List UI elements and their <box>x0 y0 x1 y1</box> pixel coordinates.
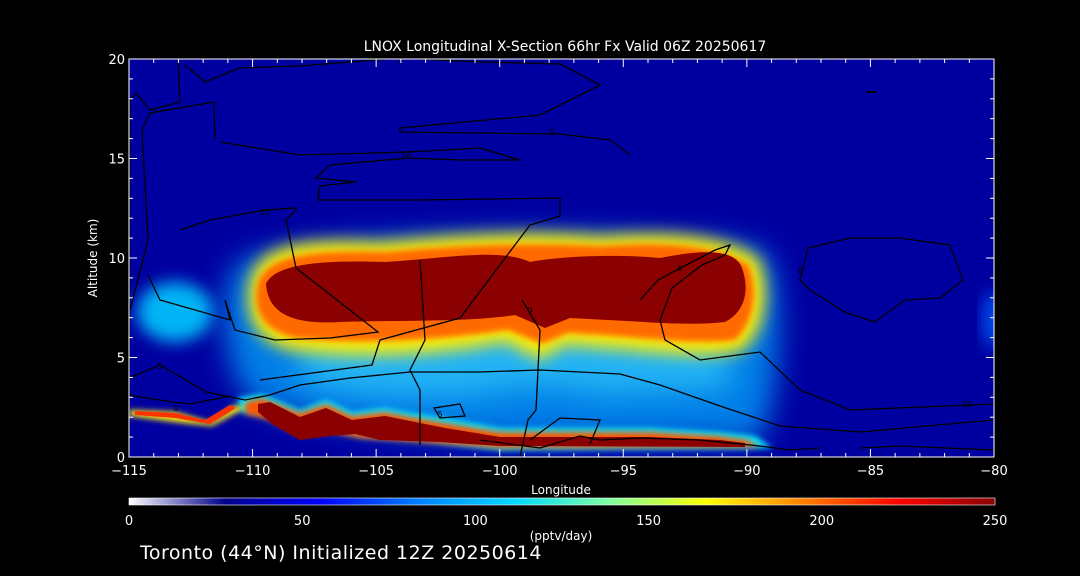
contour-label: 5 <box>549 128 554 137</box>
contour-line <box>529 417 601 445</box>
contour-label: 5 <box>437 410 442 419</box>
contour-label: 0 <box>797 266 802 275</box>
x-tick-label: −115 <box>111 464 147 479</box>
x-tick-label: −95 <box>610 464 637 479</box>
x-tick-label: −100 <box>482 464 518 479</box>
x-tick-label: −110 <box>235 464 271 479</box>
contour-line <box>519 299 541 457</box>
colorbar-ticks: 0 50 100 150 200 250 <box>125 514 1008 529</box>
contour-label: 10 <box>401 150 411 159</box>
contour-line <box>129 101 216 311</box>
heatmap-west-patch <box>137 282 213 342</box>
contour-line <box>432 403 466 419</box>
contour-line <box>799 237 964 323</box>
contour-label: 0 <box>173 404 178 413</box>
y-tick-label: 10 <box>108 252 125 267</box>
contour-label: 5 <box>677 264 682 273</box>
surface-band-core <box>258 402 745 447</box>
contour-line <box>129 364 994 433</box>
x-tick-label: −85 <box>857 464 884 479</box>
contour-line <box>184 59 631 156</box>
y-axis-label: Altitude (km) <box>86 219 100 298</box>
contour-label: 15 <box>260 208 270 217</box>
contour-lines <box>129 59 994 457</box>
colorbar-tick-label: 250 <box>983 514 1008 529</box>
contour-line <box>859 445 994 451</box>
colorbar-tick-label: 0 <box>125 514 133 529</box>
upper-band-core <box>266 252 746 328</box>
colorbar-unit-label: (pptv/day) <box>530 529 593 543</box>
heatmap-field <box>129 233 994 450</box>
west-surface-streak <box>129 405 245 426</box>
x-tick-label: −105 <box>358 464 394 479</box>
heatmap-east-edge <box>982 292 994 348</box>
colorbar-tick-label: 200 <box>809 514 834 529</box>
y-tick-label: 0 <box>117 451 125 466</box>
contour-label: 10 <box>962 400 972 409</box>
contour-line <box>639 243 994 411</box>
contour-label: 5 <box>157 362 162 371</box>
contour-labels: 0 5 10 15 0 5 0 0 5 5 10 <box>157 56 972 419</box>
x-tick-label: −80 <box>980 464 1007 479</box>
contour-line <box>479 435 821 451</box>
colorbar <box>128 497 996 506</box>
y-tick-label: 5 <box>117 352 125 367</box>
y-tick-label: 15 <box>108 153 125 168</box>
contour-line <box>129 394 231 405</box>
contour-line <box>409 259 426 445</box>
contour-label: 0 <box>527 306 532 315</box>
axes: −115 −110 −105 −100 −95 −90 −85 −80 0 5 10 15 20 <box>108 53 1007 479</box>
contour-label: 0 <box>397 56 402 65</box>
colorbar-tick-label: 150 <box>636 514 661 529</box>
initialization-text: Toronto (44°N) Initialized 12Z 20250614 <box>140 542 542 564</box>
contour-line <box>219 141 561 381</box>
colorbar-tick-label: 100 <box>463 514 488 529</box>
y-tick-label: 20 <box>108 53 125 68</box>
colorbar-tick-label: 50 <box>294 514 311 529</box>
contour-line <box>129 59 181 457</box>
x-axis-label: Longitude <box>531 483 591 497</box>
chart-title: LNOX Longitudinal X-Section 66hr Fx Vali… <box>364 39 767 55</box>
contour-line <box>147 207 380 341</box>
x-tick-label: −90 <box>733 464 760 479</box>
